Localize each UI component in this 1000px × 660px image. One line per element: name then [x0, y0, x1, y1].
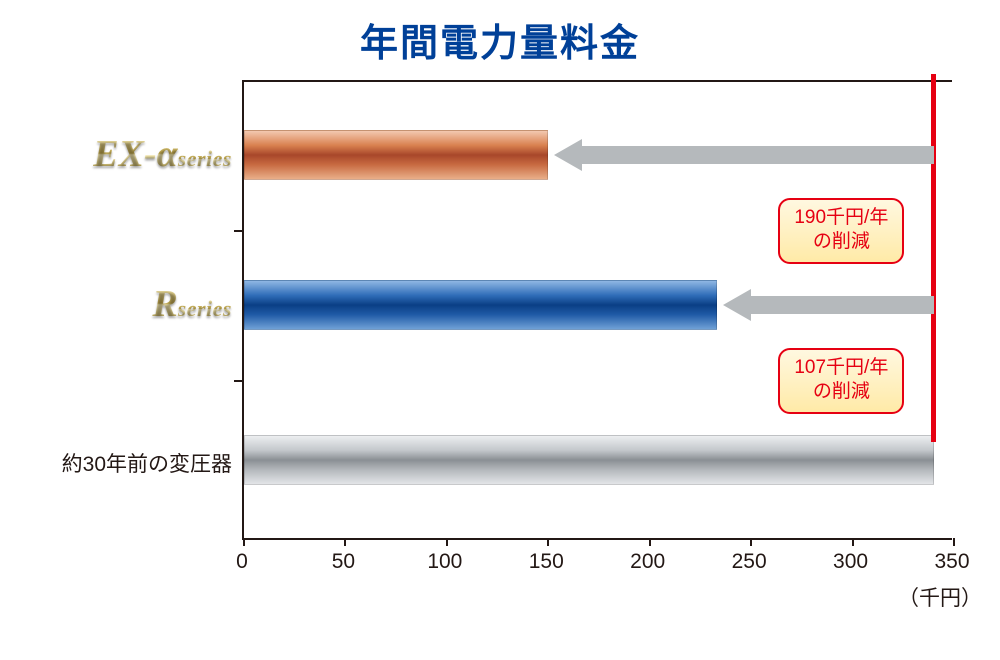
- savings-callout: 190千円/年の削減: [778, 198, 904, 264]
- callout-line1: 190千円/年: [794, 206, 888, 230]
- x-tick-label: 300: [833, 550, 868, 574]
- y-tick: [234, 380, 244, 382]
- x-tick: [344, 538, 346, 546]
- x-tick-label: 350: [934, 550, 969, 574]
- ylabel-r-series: Rseries: [32, 282, 232, 326]
- arrow-shaft: [580, 146, 933, 164]
- x-axis-unit: （千円）: [898, 582, 972, 612]
- callout-line1: 107千円/年: [794, 356, 888, 380]
- series-label-main: EX-α: [93, 132, 177, 176]
- x-tick: [547, 538, 549, 546]
- x-tick: [852, 538, 854, 546]
- y-tick: [234, 230, 244, 232]
- ylabel-old-transformer: 約30年前の変圧器: [32, 448, 232, 478]
- x-tick-label: 50: [332, 550, 355, 574]
- reference-line: [931, 74, 936, 442]
- plot-area: 190千円/年の削減107千円/年の削減: [242, 80, 952, 540]
- arrow-shaft: [749, 296, 934, 314]
- chart-container: EX-αseries Rseries 約30年前の変圧器 190千円/年の削減1…: [32, 80, 972, 640]
- callout-line2: の削減: [794, 380, 888, 404]
- x-tick: [649, 538, 651, 546]
- arrow-head-icon: [723, 289, 751, 321]
- x-tick-label: 100: [427, 550, 462, 574]
- x-tick-label: 250: [732, 550, 767, 574]
- x-tick: [953, 538, 955, 546]
- x-tick: [446, 538, 448, 546]
- arrow-head-icon: [554, 139, 582, 171]
- series-label-sub: series: [178, 146, 232, 172]
- bar-r_series: [244, 280, 717, 330]
- x-tick-label: 150: [529, 550, 564, 574]
- bar-ex_alpha: [244, 130, 548, 180]
- ylabel-ex-alpha: EX-αseries: [32, 132, 232, 176]
- x-tick-label: 200: [630, 550, 665, 574]
- callout-line2: の削減: [794, 230, 888, 254]
- bar-old: [244, 435, 934, 485]
- x-tick: [750, 538, 752, 546]
- savings-callout: 107千円/年の削減: [778, 348, 904, 414]
- savings-arrow: [723, 289, 934, 321]
- x-tick-label: 0: [236, 550, 248, 574]
- savings-arrow: [554, 139, 933, 171]
- x-tick: [243, 538, 245, 546]
- series-label-sub: series: [178, 296, 232, 322]
- chart-title: 年間電力量料金: [0, 0, 1000, 67]
- series-label-main: R: [152, 282, 177, 326]
